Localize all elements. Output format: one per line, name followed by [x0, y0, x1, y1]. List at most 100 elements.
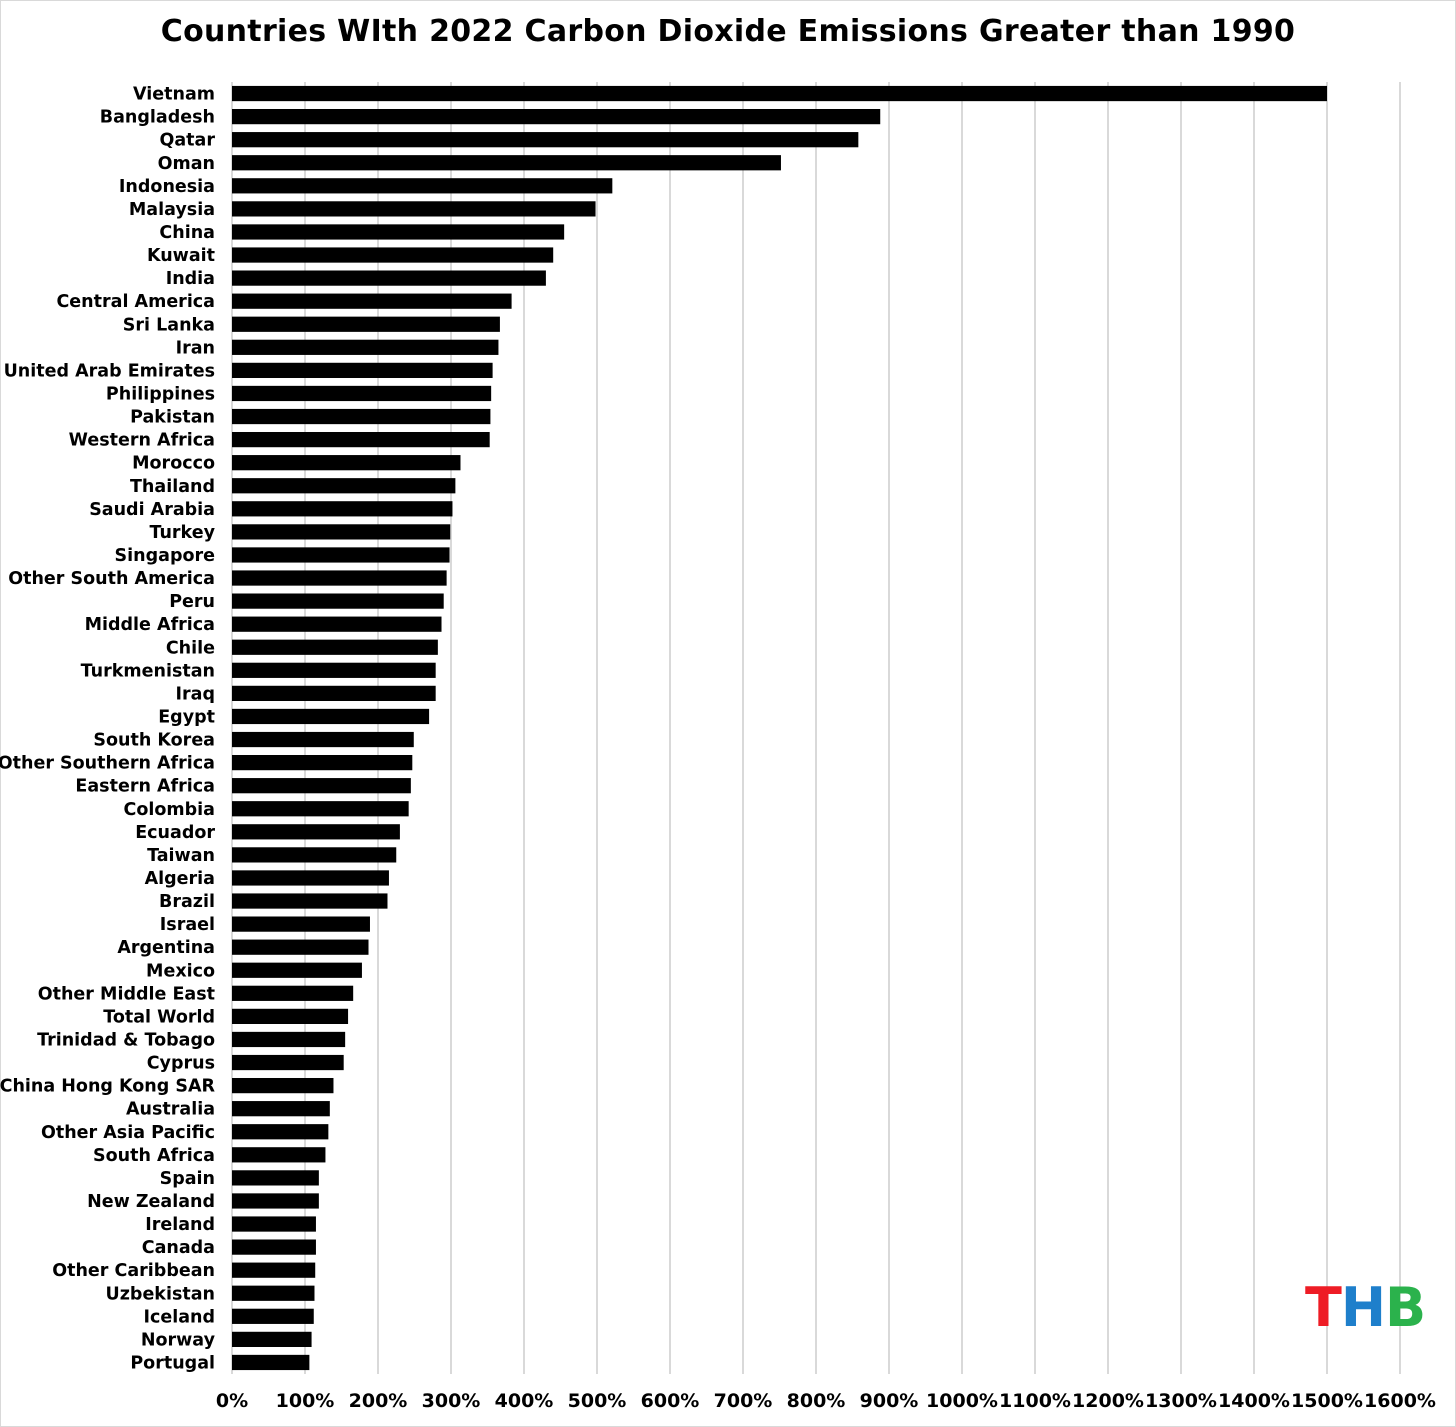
bar [232, 224, 565, 240]
bars [232, 85, 1327, 1371]
x-tick-label: 0% [216, 1390, 248, 1412]
bar [232, 570, 447, 586]
category-label: Kuwait [147, 246, 215, 266]
category-label: Trinidad & Tobago [37, 1030, 215, 1050]
category-label: Philippines [106, 384, 215, 404]
bar [232, 362, 493, 379]
bar [232, 731, 414, 748]
bar [232, 155, 781, 171]
bar [232, 178, 613, 194]
x-tick-label: 600% [641, 1390, 700, 1412]
category-label: New Zealand [87, 1192, 215, 1212]
x-tick-label: 1500% [1291, 1390, 1363, 1412]
category-label: Spain [160, 1169, 215, 1189]
x-tick-label: 800% [787, 1390, 846, 1412]
logo-letter-h: H [1340, 1276, 1386, 1339]
category-label: Cyprus [147, 1054, 215, 1074]
bar [232, 939, 369, 955]
bar [232, 408, 491, 425]
bar [232, 870, 389, 886]
category-label: Iceland [143, 1307, 215, 1327]
thb-logo: THB [1305, 1281, 1426, 1335]
category-label: Argentina [117, 938, 215, 958]
x-tick-label: 200% [349, 1390, 408, 1412]
x-tick-label: 100% [276, 1390, 335, 1412]
bar [232, 778, 411, 794]
bar [232, 893, 388, 909]
category-label: Sri Lanka [123, 315, 215, 335]
category-label: Australia [126, 1100, 215, 1120]
category-label: Peru [169, 592, 215, 612]
bar [232, 1216, 316, 1232]
bar [232, 1308, 314, 1324]
category-label: Other Asia Pacific [41, 1123, 215, 1143]
category-label: Norway [141, 1330, 216, 1350]
bar [232, 985, 354, 1001]
bar [232, 547, 450, 563]
logo-letter-t: T [1305, 1276, 1342, 1339]
category-label: Other Southern Africa [0, 754, 215, 774]
category-label: Bangladesh [100, 108, 215, 128]
bar [232, 685, 436, 702]
bar [232, 385, 492, 402]
x-tick-label: 1400% [1218, 1390, 1290, 1412]
category-label: Canada [142, 1238, 215, 1258]
category-label: Oman [158, 154, 215, 174]
category-label: Vietnam [133, 85, 215, 105]
category-label: Uzbekistan [106, 1284, 215, 1304]
category-label: Indonesia [119, 177, 215, 197]
bar [232, 801, 409, 817]
category-label: Colombia [124, 800, 215, 820]
bar [232, 247, 554, 263]
category-label: Algeria [145, 869, 215, 889]
category-label: Turkmenistan [81, 661, 215, 681]
bar [232, 824, 400, 840]
category-label: China Hong Kong SAR [0, 1077, 216, 1097]
x-tick-label: 400% [495, 1390, 554, 1412]
x-tick-label: 500% [568, 1390, 627, 1412]
bar [232, 478, 456, 494]
bar [232, 431, 490, 448]
category-label: United Arab Emirates [4, 361, 215, 381]
bar [232, 662, 436, 678]
category-label: Saudi Arabia [89, 500, 215, 520]
bar [232, 455, 461, 471]
bar [232, 524, 451, 540]
bar [232, 339, 499, 355]
category-label: Brazil [159, 892, 215, 912]
category-label: Singapore [115, 546, 216, 566]
x-tick-label: 1100% [999, 1390, 1071, 1412]
category-label: Iran [176, 338, 215, 358]
x-tick-label: 300% [422, 1390, 481, 1412]
bar [232, 1077, 334, 1094]
bar [232, 1147, 326, 1163]
category-label: Iraq [176, 684, 215, 704]
category-label: Portugal [130, 1353, 215, 1373]
category-label: Total World [103, 1007, 215, 1027]
bar [232, 85, 1327, 102]
x-tick-labels: 0% 100% 200% 300% 400% 500% 600% 700% 800% 900% 10… [216, 1390, 1436, 1412]
bar [232, 1262, 316, 1278]
category-label: Turkey [149, 523, 215, 543]
category-label: Chile [166, 638, 215, 658]
bar [232, 616, 442, 632]
category-label: Middle Africa [85, 615, 215, 635]
x-tick-label: 900% [860, 1390, 919, 1412]
bar [232, 1331, 312, 1348]
category-label: Other Middle East [38, 984, 215, 1004]
bar [232, 1285, 315, 1301]
logo-letter-b: B [1385, 1276, 1426, 1339]
bar [232, 201, 596, 217]
bar [232, 1170, 319, 1186]
category-label: Ecuador [135, 823, 215, 843]
category-label: Mexico [146, 961, 215, 981]
bar [232, 132, 859, 148]
bar [232, 293, 512, 309]
bar [232, 754, 413, 771]
bar [232, 1193, 319, 1209]
category-label: India [166, 269, 215, 289]
category-label: Israel [160, 915, 215, 935]
bar [232, 916, 370, 932]
category-label: Malaysia [129, 200, 215, 220]
